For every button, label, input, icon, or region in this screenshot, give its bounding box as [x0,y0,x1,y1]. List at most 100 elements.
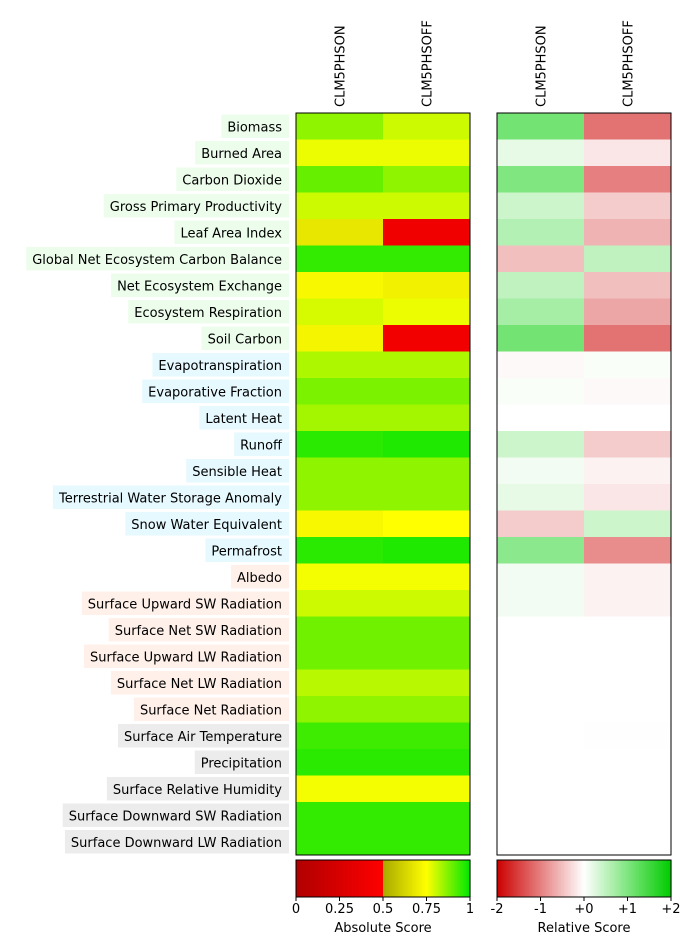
absolute-colorbar-segment [407,860,410,897]
absolute-colorbar-label: Absolute Score [334,921,431,936]
absolute-colorbar-segment [458,860,461,897]
relative-colorbar-segment [620,860,623,897]
absolute-colorbar-segment [380,860,383,897]
relative-colorbar-segment [575,860,578,897]
row-labels: Biomass Burned Area Carbon Dioxide Gross Pr… [26,114,289,854]
relative-colorbar-segment [618,860,621,897]
relative-colorbar-segment [579,860,582,897]
absolute-score-cell [296,563,384,591]
relative-colorbar-segment [633,860,636,897]
row-label: Soil Carbon [208,332,282,347]
absolute-colorbar-segment [349,860,352,897]
relative-colorbar-segment [555,860,558,897]
absolute-score-cell [383,510,471,538]
relative-colorbar-segment [650,860,653,897]
row-label: Sensible Heat [192,465,282,480]
relative-colorbar-segment [570,860,573,897]
relative-colorbar-segment [607,860,610,897]
relative-score-cell [497,325,585,352]
row-label: Net Ecosystem Exchange [117,279,282,294]
absolute-score-cell [383,272,471,299]
relative-score-cell [584,325,672,352]
row-label: Surface Relative Humidity [113,783,282,798]
absolute-colorbar-segment [391,860,394,897]
relative-score-cell [584,643,672,670]
absolute-colorbar-segment [423,860,426,897]
absolute-score-cell [383,139,471,167]
absolute-colorbar-segment [354,860,357,897]
absolute-colorbar-segment [388,860,391,897]
relative-colorbar-segment [536,860,539,897]
relative-colorbar-segment [623,860,626,897]
relative-colorbar-segment [634,860,637,897]
relative-score-cell [497,643,585,670]
row-label: Permafrost [211,544,282,559]
relative-score-cell [497,351,585,379]
absolute-score-cell [296,484,384,511]
relative-colorbar-segment [552,860,555,897]
absolute-score-cell [296,325,384,352]
relative-colorbar-segment [604,860,607,897]
relative-colorbar-segment [517,860,520,897]
relative-score-cell [584,192,672,220]
absolute-colorbar-segment [435,860,438,897]
relative-score-cell [497,139,585,167]
relative-colorbar-segment [598,860,601,897]
relative-colorbar-segment [597,860,600,897]
absolute-colorbar-segment [410,860,413,897]
row-label-background [118,724,289,748]
relative-score-cell [497,457,585,485]
absolute-colorbar-segment [455,860,458,897]
absolute-colorbar-segment [426,860,429,897]
absolute-score-cell [296,802,384,829]
absolute-colorbar-segment [429,860,432,897]
relative-colorbar-segment [544,860,547,897]
absolute-colorbar-segment [340,860,343,897]
absolute-score-cell [296,378,384,405]
relative-score-cell [584,404,672,432]
absolute-score-cell [383,298,471,326]
absolute-score-cell [296,669,384,697]
absolute-colorbar-segment [352,860,355,897]
relative-colorbar-segment [556,860,559,897]
relative-colorbar-segment [615,860,618,897]
absolute-colorbar-segment [449,860,452,897]
relative-colorbar-segment [594,860,597,897]
absolute-score-cell [383,378,471,405]
relative-score-cell [497,749,585,776]
absolute-colorbar-segment [420,860,423,897]
absolute-colorbar-segment [319,860,322,897]
absolute-colorbar-tick-label: 0.75 [412,902,441,917]
row-label-background [64,830,289,854]
absolute-colorbar-segment [316,860,319,897]
relative-colorbar-segment [605,860,608,897]
relative-score-cell [584,510,672,538]
absolute-colorbar-segment [329,860,332,897]
row-label-background [234,432,289,456]
row-label-background [195,141,289,165]
relative-colorbar-segment [660,860,663,897]
relative-colorbar-segment [585,860,588,897]
row-label-background [111,273,289,297]
absolute-colorbar-segment [401,860,404,897]
relative-colorbar-tick-label: +2 [661,902,680,917]
absolute-score-cell [383,563,471,591]
row-label-background [186,459,289,483]
absolute-score-cell [296,113,384,140]
relative-colorbar-segment [610,860,613,897]
relative-score-cell [584,802,672,829]
relative-colorbar-segment [621,860,624,897]
relative-colorbar-segment [646,860,649,897]
relative-colorbar-segment [541,860,544,897]
relative-colorbar-segment [501,860,504,897]
absolute-score-cell [296,643,384,670]
absolute-colorbar-segment [465,860,468,897]
absolute-colorbar-segment [326,860,329,897]
absolute-colorbar-segment [432,860,435,897]
relative-colorbar-segment [588,860,591,897]
absolute-colorbar-segment [327,860,330,897]
absolute-colorbar-segment [436,860,439,897]
relative-colorbar-segment [601,860,604,897]
absolute-colorbar-segment [361,860,364,897]
